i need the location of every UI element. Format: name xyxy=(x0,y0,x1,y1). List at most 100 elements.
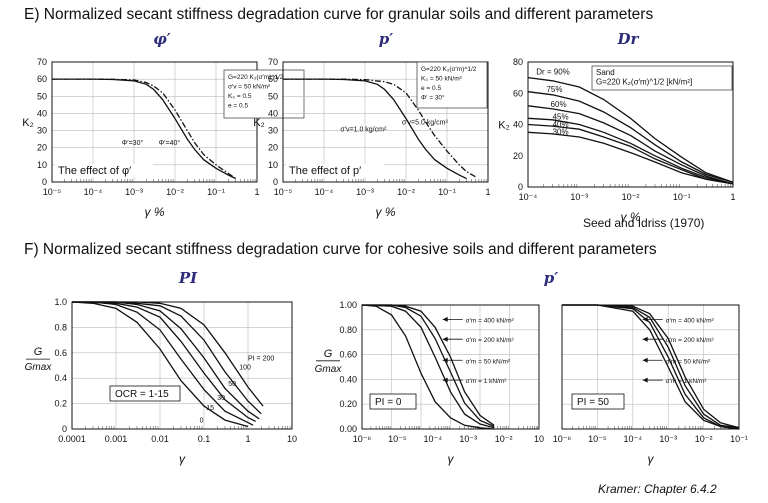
x-tick-label: 10⁻⁵ xyxy=(43,187,62,197)
plot-frame xyxy=(51,61,258,183)
y-tick-label: 0 xyxy=(42,177,47,187)
x-tick-label: 10⁻⁶ xyxy=(553,434,572,444)
curve-label: 15 xyxy=(206,405,214,412)
series-line-e3-5 xyxy=(527,131,734,185)
x-tick-label: 0.1 xyxy=(198,434,211,444)
legend-text: Φ′ = 30° xyxy=(421,94,445,102)
x-tick-label: 10 xyxy=(287,434,297,444)
panel-title-pi: PI xyxy=(178,269,198,287)
legend-text: G=220 K₂(σ′m)^1/2 xyxy=(228,74,284,81)
x-tick-label: 10⁻⁴ xyxy=(519,192,538,202)
y-axis-label-num: G xyxy=(324,348,333,360)
x-tick-label: 10⁻¹ xyxy=(207,187,225,197)
y-tick-label: 0.8 xyxy=(54,322,67,332)
curve-label: 45% xyxy=(553,113,569,122)
series-line-e3-4 xyxy=(527,123,734,185)
y-tick-label: 1.00 xyxy=(339,300,357,310)
y-tick-label: 50 xyxy=(37,91,47,101)
legend-text: Sand xyxy=(596,68,615,77)
legend-text: K₀ = 0.5 xyxy=(228,93,252,100)
series-line-f1-5 xyxy=(72,301,264,407)
x-tick-label: 0.001 xyxy=(105,434,128,444)
caption-box xyxy=(369,393,417,410)
y-tick-label: 50 xyxy=(268,91,278,101)
chart-caption: OCR = 1-15 xyxy=(115,389,169,400)
x-tick-label: 10⁻⁴ xyxy=(623,434,642,444)
curve-label: σ′m = 400 kN/m² xyxy=(666,317,715,324)
x-tick-label: 10⁻² xyxy=(695,434,713,444)
x-tick-label: 10⁻⁵ xyxy=(274,187,293,197)
y-axis-label-den: Gmax xyxy=(25,362,53,373)
x-tick-label: 1 xyxy=(485,187,490,197)
x-tick-label: 10⁻³ xyxy=(459,434,477,444)
plot-frame xyxy=(361,304,540,430)
y-axis-label-num: G xyxy=(34,346,43,358)
section-e-heading: E) Normalized secant stiffness degradati… xyxy=(24,6,654,23)
legend-text: e = 0.5 xyxy=(421,85,441,92)
y-tick-label: 40 xyxy=(268,108,278,118)
series-line-e3-2 xyxy=(527,105,734,185)
series-line-e2-0 xyxy=(283,78,467,180)
curve-label: Φ′=40° xyxy=(159,139,181,147)
x-tick-label: 10⁻¹ xyxy=(730,434,748,444)
series-line-f1-0 xyxy=(71,301,249,428)
curve-label-arrowhead xyxy=(642,377,648,383)
x-tick-label: 10⁻³ xyxy=(659,434,677,444)
x-tick-label: 0.01 xyxy=(151,434,169,444)
y-tick-label: 0.00 xyxy=(339,424,357,434)
curve-label: 60% xyxy=(551,100,567,109)
y-tick-label: 0.2 xyxy=(54,399,67,409)
plot-frame xyxy=(71,301,293,430)
y-tick-label: 0.40 xyxy=(339,374,357,384)
curve-label: 0 xyxy=(200,418,204,425)
y-tick-label: 60 xyxy=(513,88,523,98)
series-line-e3-1 xyxy=(527,91,734,183)
x-tick-label: 10⁻⁴ xyxy=(315,187,334,197)
x-tick-label: 10⁻⁵ xyxy=(388,434,407,444)
curve-label: 40% xyxy=(553,120,569,129)
x-axis-label: γ % xyxy=(144,205,164,219)
curve-label: σ′v=5.0 kg/cm² xyxy=(402,119,449,126)
chart-caption: The effect of p′ xyxy=(289,165,361,177)
y-tick-label: 0.4 xyxy=(54,373,67,383)
caption-box xyxy=(109,385,181,402)
x-tick-label: 10⁻² xyxy=(397,187,415,197)
y-tick-label: 10 xyxy=(268,160,278,170)
y-axis-label: K₂ xyxy=(22,117,34,129)
x-tick-label: 1 xyxy=(245,434,250,444)
y-tick-label: 20 xyxy=(513,151,523,161)
curve-label: σ′v=1.0 kg/cm² xyxy=(340,127,387,134)
curve-label: 50 xyxy=(228,381,236,388)
chart-f3: 10⁻⁶ 10⁻⁵ 10⁻⁴ 10⁻³ 10⁻² 10⁻¹ γ σ′m = 400 kN/m²… xyxy=(553,304,748,466)
plot-frame xyxy=(282,61,489,183)
x-tick-label: 10⁻² xyxy=(495,434,513,444)
curve-label-arrowhead xyxy=(642,357,648,363)
caption-bg xyxy=(286,164,384,177)
x-tick-label: 10⁻⁴ xyxy=(84,187,103,197)
y-tick-label: 0.60 xyxy=(339,350,357,360)
curve-label: σ′m = 50 kN/m² xyxy=(666,358,711,365)
curve-label: 30% xyxy=(553,128,569,137)
y-tick-label: 0.6 xyxy=(54,348,67,358)
curve-label: 75% xyxy=(546,85,562,94)
x-tick-label: 0.0001 xyxy=(58,434,86,444)
series-line-e1-0 xyxy=(52,78,236,180)
x-tick-label: 10⁻³ xyxy=(125,187,143,197)
y-tick-label: 40 xyxy=(37,108,47,118)
chart-caption: PI = 50 xyxy=(577,397,609,408)
panel-title-p-cohesive: p′ xyxy=(543,269,559,287)
x-tick-label: 10⁻³ xyxy=(570,192,588,202)
series-line-f3-3 xyxy=(562,304,740,429)
series-line-f3-0 xyxy=(562,304,740,430)
curve-label-arrowhead xyxy=(442,336,448,342)
panel-title-phi: φ′ xyxy=(153,30,171,48)
curve-label: σ′m = 200 kN/m² xyxy=(666,337,715,344)
legend-text: G=220 K₂(σ′m)^1/2 xyxy=(421,66,477,73)
caption-box xyxy=(571,393,625,410)
y-tick-label: 20 xyxy=(37,143,47,153)
y-tick-label: 1.0 xyxy=(54,297,67,307)
section-f-heading: F) Normalized secant stiffness degradati… xyxy=(24,241,657,258)
credit-kramer: Kramer: Chapter 6.4.2 xyxy=(598,482,717,496)
